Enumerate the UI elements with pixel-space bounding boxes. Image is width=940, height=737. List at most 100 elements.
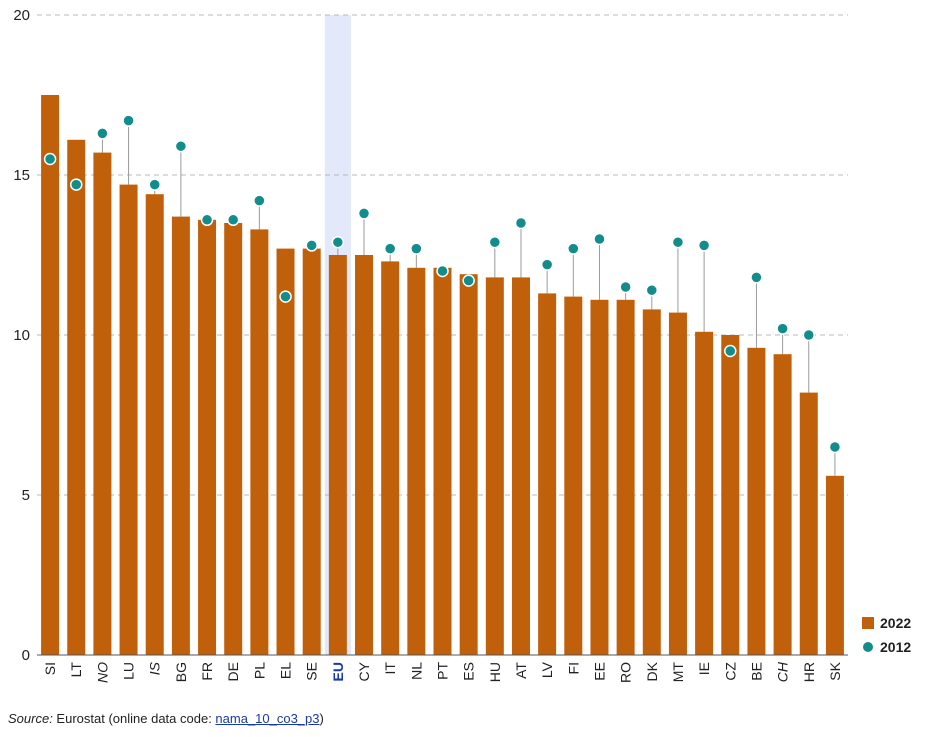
bar-2022-EE xyxy=(590,299,609,655)
marker-2012-DE xyxy=(226,213,240,227)
marker-2012-ES xyxy=(462,274,475,287)
marker-2012-SI xyxy=(43,152,57,166)
y-tick-label-15: 15 xyxy=(13,167,30,184)
marker-2012-RO xyxy=(619,280,632,294)
marker-2012-BE xyxy=(750,271,763,284)
bar-2022-SI xyxy=(41,95,60,655)
bar-2022-NO xyxy=(93,152,112,655)
bar-2022-BE xyxy=(747,347,766,655)
marker-2012-BG xyxy=(174,139,188,153)
x-tick-label-CZ: CZ xyxy=(722,662,738,681)
bar-2022-DK xyxy=(642,309,661,655)
marker-2012-NL xyxy=(410,242,423,255)
marker-2012-IE xyxy=(697,239,711,252)
x-tick-label-RO: RO xyxy=(618,662,634,683)
marker-2012-LV xyxy=(540,258,554,271)
legend-item-2022: 2022 xyxy=(862,611,911,635)
legend: 2022 2012 xyxy=(862,611,911,659)
source-suffix: ) xyxy=(319,711,324,726)
bar-2022-CZ xyxy=(721,335,740,655)
bar-2022-LT xyxy=(67,139,86,656)
x-tick-label-MT: MT xyxy=(670,662,686,683)
x-tick-label-NL: NL xyxy=(408,662,424,680)
legend-swatch-2022 xyxy=(862,617,874,629)
x-tick-label-PL: PL xyxy=(251,662,267,679)
bar-2022-BG xyxy=(171,216,190,655)
bar-2022-HU xyxy=(485,277,504,655)
marker-2012-MT xyxy=(671,235,685,249)
x-tick-label-IT: IT xyxy=(382,662,398,675)
x-tick-label-EL: EL xyxy=(278,662,294,679)
marker-2012-HU xyxy=(488,235,502,249)
bar-2022-EU xyxy=(328,255,347,655)
x-tick-label-LU: LU xyxy=(121,662,137,680)
bar-2022-FI xyxy=(564,296,583,655)
source-note: Source: Eurostat (online data code: nama… xyxy=(8,711,324,726)
x-tick-label-FR: FR xyxy=(199,662,215,681)
marker-2012-FI xyxy=(567,242,580,255)
marker-2012-NO xyxy=(96,127,109,140)
marker-2012-HR xyxy=(802,328,816,342)
x-tick-label-IS: IS xyxy=(147,661,163,675)
x-tick-label-HR: HR xyxy=(801,662,817,682)
bar-2022-IE xyxy=(695,331,714,655)
legend-swatch-2012 xyxy=(863,642,873,652)
marker-2012-IS xyxy=(148,178,161,191)
marker-2012-SE xyxy=(305,239,318,252)
bar-2022-LV xyxy=(538,293,557,655)
bar-2022-SK xyxy=(825,475,844,655)
x-tick-label-LV: LV xyxy=(539,661,555,678)
marker-2012-CZ xyxy=(724,344,737,358)
legend-label-2012: 2012 xyxy=(880,639,912,655)
y-tick-label-10: 10 xyxy=(13,327,30,344)
x-tick-label-HU: HU xyxy=(487,662,503,682)
bar-2022-HR xyxy=(799,392,818,655)
marker-2012-AT xyxy=(514,216,528,230)
bar-2022-RO xyxy=(616,299,635,655)
marker-2012-PL xyxy=(253,194,266,207)
bar-2022-CH xyxy=(773,354,792,655)
x-tick-label-LT: LT xyxy=(68,662,84,678)
x-tick-label-BE: BE xyxy=(748,662,764,681)
x-tick-label-CY: CY xyxy=(356,661,372,681)
bar-2022-SE xyxy=(302,248,321,655)
x-tick-label-CH: CH xyxy=(775,661,791,682)
y-tick-label-20: 20 xyxy=(13,7,30,24)
bar-2022-DE xyxy=(224,223,243,655)
bar-2022-IS xyxy=(145,194,164,655)
marker-2012-EU xyxy=(331,235,345,249)
marker-2012-EE xyxy=(593,232,606,246)
bar-2022-IT xyxy=(381,261,400,655)
x-tick-label-IE: IE xyxy=(696,662,712,675)
marker-2012-SK xyxy=(828,440,842,454)
source-text: Eurostat (online data code: xyxy=(52,711,216,726)
bar-2022-NL xyxy=(407,267,426,655)
x-tick-label-SE: SE xyxy=(304,662,320,681)
bar-2022-EL xyxy=(276,248,295,655)
y-tick-label-0: 0 xyxy=(22,647,30,664)
source-prefix: Source: xyxy=(8,711,53,726)
marker-2012-LT xyxy=(69,178,83,191)
marker-2012-FR xyxy=(200,213,214,227)
x-tick-label-EE: EE xyxy=(591,662,607,681)
x-tick-label-PT: PT xyxy=(435,662,451,680)
marker-2012-CH xyxy=(776,322,789,335)
marker-2012-EL xyxy=(279,290,292,303)
source-data-code-link[interactable]: nama_10_co3_p3 xyxy=(215,711,320,726)
bar-2022-FR xyxy=(198,219,217,656)
bar-2022-AT xyxy=(511,277,530,655)
marker-2012-IT xyxy=(383,242,397,255)
marker-2012-CY xyxy=(357,207,371,220)
marker-2012-PT xyxy=(436,264,449,278)
x-tick-label-BG: BG xyxy=(173,662,189,682)
bar-2022-CY xyxy=(355,255,374,655)
x-tick-label-NO: NO xyxy=(94,662,110,683)
x-tick-label-AT: AT xyxy=(513,662,529,679)
x-tick-label-SK: SK xyxy=(827,661,843,680)
bar-2022-MT xyxy=(668,312,687,655)
x-tick-label-DK: DK xyxy=(644,661,660,681)
bar-2022-LU xyxy=(119,184,138,655)
bar-2022-ES xyxy=(459,274,478,655)
x-tick-label-FI: FI xyxy=(565,662,581,674)
